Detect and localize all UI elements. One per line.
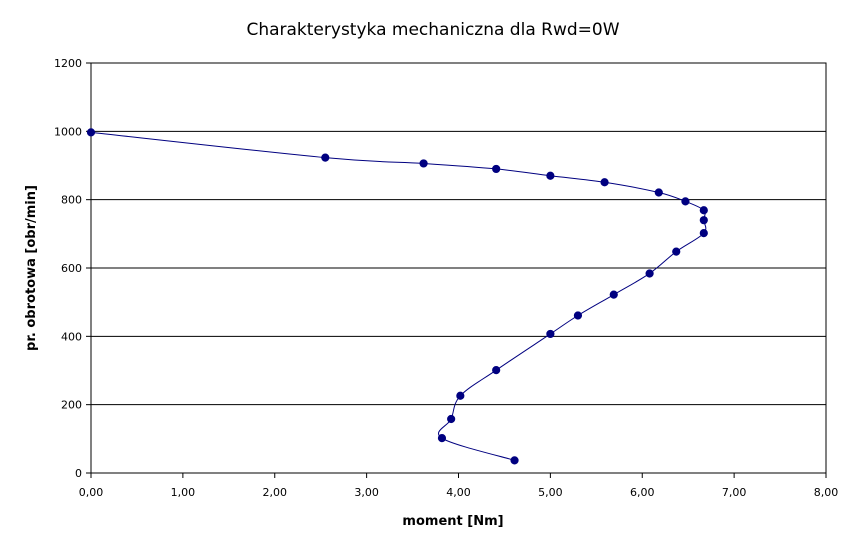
data-point <box>419 159 428 168</box>
data-point <box>447 414 456 424</box>
x-tick-label: 2,00 <box>263 486 288 499</box>
data-point <box>681 197 690 206</box>
data-point <box>609 290 618 299</box>
x-tick-label: 0,00 <box>79 486 104 499</box>
x-axis-title: moment [Nm] <box>402 514 503 529</box>
data-point <box>645 269 654 278</box>
data-point <box>654 188 663 197</box>
x-tick-label: 6,00 <box>630 486 655 499</box>
chart-title: Charakterystyka mechaniczna dla Rwd=0W <box>246 20 620 40</box>
y-tick-label: 400 <box>61 330 82 343</box>
y-tick-label: 200 <box>61 399 82 412</box>
data-point <box>573 311 583 320</box>
x-tick-label: 7,00 <box>722 486 747 499</box>
data-point <box>492 164 501 174</box>
x-tick-label: 1,00 <box>171 486 196 499</box>
x-tick-label: 4,00 <box>446 486 471 499</box>
data-point <box>321 153 330 162</box>
y-axis-title: pr. obrotowa [obr/min] <box>24 185 39 351</box>
y-tick-label: 0 <box>75 467 82 480</box>
data-point <box>699 206 708 215</box>
series <box>86 128 708 465</box>
x-tick-label: 5,00 <box>538 486 563 499</box>
data-point <box>600 178 609 187</box>
axes: 0 200 400 600 800 1000 1200 0,00 1,00 2,00 3,00 4,0… <box>54 57 838 499</box>
data-point <box>510 456 519 465</box>
data-point <box>437 434 447 443</box>
grid <box>91 130 826 406</box>
series-line <box>90 131 707 461</box>
data-point <box>456 391 465 400</box>
data-point <box>699 229 708 238</box>
data-point <box>86 128 96 137</box>
x-tick-label: 8,00 <box>814 486 839 499</box>
data-point <box>699 216 708 225</box>
x-tick-label: 3,00 <box>354 486 379 499</box>
data-point <box>546 171 555 180</box>
data-point <box>546 329 555 339</box>
y-tick-label: 1200 <box>54 57 82 70</box>
y-tick-label: 1000 <box>54 125 82 138</box>
y-tick-label: 600 <box>61 262 82 275</box>
data-point <box>492 366 501 375</box>
y-tick-label: 800 <box>61 194 82 207</box>
data-point <box>672 247 681 256</box>
